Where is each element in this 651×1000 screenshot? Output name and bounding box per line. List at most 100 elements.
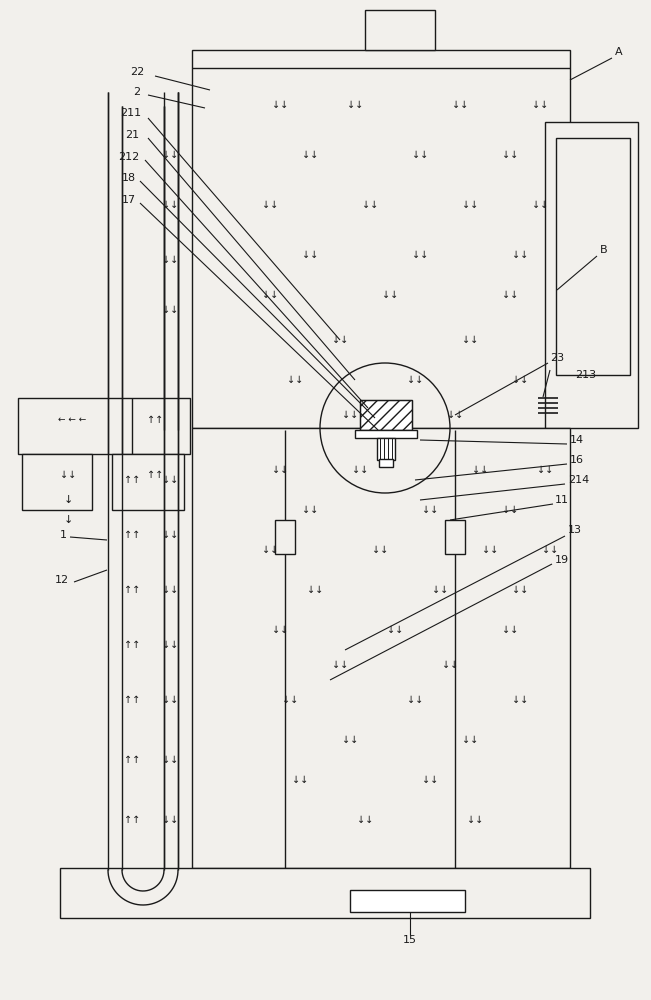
Text: B: B: [600, 245, 607, 255]
Text: 14: 14: [570, 435, 584, 445]
Text: ↓↓: ↓↓: [272, 100, 288, 110]
Text: ↓↓: ↓↓: [347, 100, 363, 110]
Text: ↓↓: ↓↓: [382, 290, 398, 300]
Text: 17: 17: [122, 195, 136, 205]
Text: ↓↓: ↓↓: [162, 640, 178, 650]
Text: ↓↓: ↓↓: [482, 545, 498, 555]
Bar: [377, 438, 395, 460]
Bar: [379, 459, 393, 467]
Bar: [18, 398, 190, 454]
Text: ↓↓: ↓↓: [412, 150, 428, 160]
Text: ↓↓: ↓↓: [292, 775, 308, 785]
Text: ↓↓: ↓↓: [362, 200, 378, 210]
Text: 214: 214: [568, 475, 589, 485]
Text: ↓↓: ↓↓: [502, 150, 518, 160]
Text: ↓↓: ↓↓: [512, 375, 528, 385]
Bar: [360, 400, 412, 430]
Text: ↓↓: ↓↓: [162, 200, 178, 210]
Bar: [545, 122, 638, 428]
Bar: [360, 400, 412, 430]
Text: 2: 2: [133, 87, 140, 97]
Bar: [365, 10, 435, 50]
Text: ↓↓: ↓↓: [162, 530, 178, 540]
Bar: [192, 50, 570, 428]
Text: ↓↓: ↓↓: [332, 660, 348, 670]
Text: ↓↓: ↓↓: [302, 250, 318, 260]
Text: ↓↓: ↓↓: [462, 335, 478, 345]
Text: ↓↓: ↓↓: [462, 200, 478, 210]
Text: 15: 15: [403, 935, 417, 945]
Text: 212: 212: [118, 152, 139, 162]
Text: ↓↓: ↓↓: [162, 585, 178, 595]
Text: ↓↓: ↓↓: [512, 585, 528, 595]
Bar: [112, 454, 184, 510]
Text: ↓↓: ↓↓: [262, 545, 278, 555]
Text: ↓↓: ↓↓: [462, 735, 478, 745]
Text: ↓↓: ↓↓: [502, 625, 518, 635]
Text: 18: 18: [122, 173, 136, 183]
Text: 19: 19: [555, 555, 569, 565]
Text: ↑↑: ↑↑: [124, 530, 140, 540]
Text: ↑↑: ↑↑: [124, 640, 140, 650]
Text: ↓↓: ↓↓: [342, 410, 358, 420]
Text: ↓↓: ↓↓: [262, 290, 278, 300]
Text: ↓↓: ↓↓: [502, 505, 518, 515]
Text: 16: 16: [570, 455, 584, 465]
Text: ↓↓: ↓↓: [162, 475, 178, 485]
Bar: [275, 520, 295, 554]
Text: ↓↓: ↓↓: [422, 775, 438, 785]
Text: 213: 213: [575, 370, 596, 380]
Text: ↓↓: ↓↓: [532, 100, 548, 110]
Text: 211: 211: [120, 108, 141, 118]
Text: ↑↑: ↑↑: [147, 415, 163, 425]
Text: ↓↓: ↓↓: [422, 505, 438, 515]
Bar: [22, 454, 92, 510]
Text: 13: 13: [568, 525, 582, 535]
Text: ↓↓: ↓↓: [407, 695, 423, 705]
Text: ↓↓: ↓↓: [467, 815, 483, 825]
Text: ↑↑: ↑↑: [147, 470, 163, 480]
Bar: [192, 428, 570, 868]
Text: ↓↓: ↓↓: [287, 375, 303, 385]
Text: ↓↓: ↓↓: [262, 200, 278, 210]
Text: ↓↓: ↓↓: [162, 815, 178, 825]
Text: ↓: ↓: [63, 495, 73, 505]
Text: ↑↑: ↑↑: [124, 585, 140, 595]
Text: A: A: [615, 47, 622, 57]
Text: ↓↓: ↓↓: [272, 465, 288, 475]
Text: ↓↓: ↓↓: [372, 545, 388, 555]
Text: ↓↓: ↓↓: [512, 250, 528, 260]
Text: ← ← ←: ← ← ←: [58, 416, 86, 424]
Bar: [350, 890, 465, 912]
Text: ↓↓: ↓↓: [442, 660, 458, 670]
Text: ↑↑: ↑↑: [124, 695, 140, 705]
Text: ↓↓: ↓↓: [162, 755, 178, 765]
Text: 21: 21: [125, 130, 139, 140]
Bar: [556, 138, 630, 375]
Text: ↓: ↓: [63, 515, 73, 525]
Text: ↓↓: ↓↓: [342, 735, 358, 745]
Text: ↓↓: ↓↓: [302, 505, 318, 515]
Text: ↓↓: ↓↓: [162, 695, 178, 705]
Text: ↓↓: ↓↓: [432, 585, 448, 595]
Text: ↓↓: ↓↓: [532, 200, 548, 210]
Text: ↓↓: ↓↓: [307, 585, 323, 595]
Bar: [445, 520, 465, 554]
Text: 23: 23: [550, 353, 564, 363]
Text: ↓↓: ↓↓: [162, 255, 178, 265]
Text: ↓↓: ↓↓: [387, 625, 403, 635]
Text: ↓↓: ↓↓: [512, 695, 528, 705]
Text: 22: 22: [130, 67, 145, 77]
Bar: [355, 430, 417, 438]
Text: 12: 12: [55, 575, 69, 585]
Text: ↓↓: ↓↓: [407, 375, 423, 385]
Text: ↓↓: ↓↓: [302, 150, 318, 160]
Text: ↓↓: ↓↓: [452, 100, 468, 110]
Text: 1: 1: [60, 530, 67, 540]
Text: ↓↓: ↓↓: [272, 625, 288, 635]
Text: ↓↓: ↓↓: [447, 410, 463, 420]
Text: ↓↓: ↓↓: [282, 695, 298, 705]
Text: ↑↑: ↑↑: [124, 475, 140, 485]
Text: ↓↓: ↓↓: [162, 305, 178, 315]
Text: ↓↓: ↓↓: [60, 470, 76, 480]
